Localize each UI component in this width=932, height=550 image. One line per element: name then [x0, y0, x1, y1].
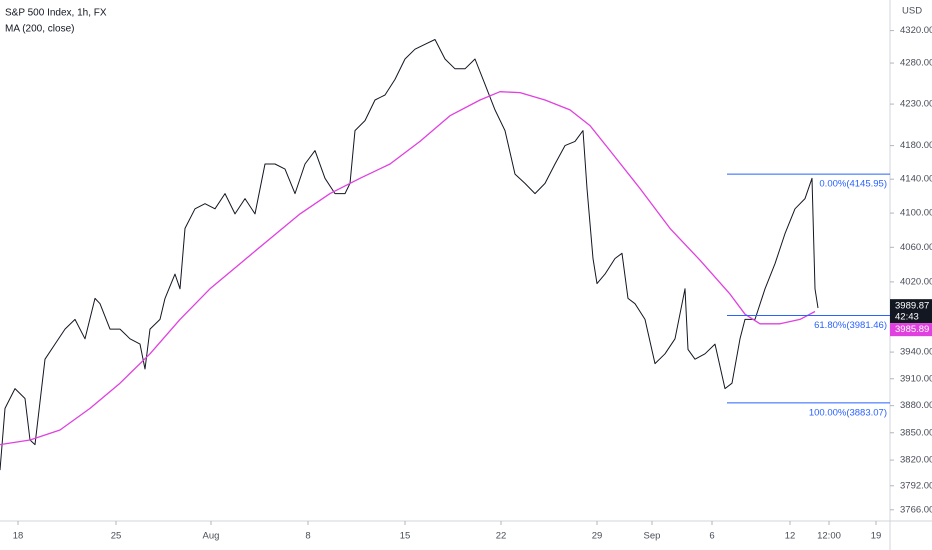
x-tick-label: 8 — [305, 531, 310, 542]
y-tick-label: 4140.00 — [900, 174, 932, 185]
y-tick-label: 3792.00 — [900, 480, 932, 491]
fib-label: 100.00%(3883.07) — [809, 407, 887, 418]
x-tick-label: 22 — [496, 531, 507, 542]
y-tick-label: 3910.00 — [900, 373, 932, 384]
x-tick-label: 25 — [111, 531, 122, 542]
axis-unit: USD — [902, 6, 922, 17]
x-tick-label: Aug — [203, 531, 220, 542]
y-tick-label: 3820.00 — [900, 455, 932, 466]
y-tick-label: 4020.00 — [900, 276, 932, 287]
y-tick-label: 3766.00 — [900, 504, 932, 515]
countdown-label: 42:43 — [895, 312, 919, 323]
fib-label: 61.80%(3981.46) — [814, 320, 887, 331]
x-tick-label: 15 — [400, 531, 411, 542]
x-tick-label: 12 — [785, 531, 796, 542]
fib-label: 0.00%(4145.95) — [819, 179, 887, 190]
y-tick-label: 4060.00 — [900, 242, 932, 253]
ma-last-box — [890, 323, 932, 337]
price-line — [0, 39, 819, 471]
x-tick-label: 12:00 — [817, 531, 841, 542]
y-tick-label: 3940.00 — [900, 347, 932, 358]
x-tick-label: 6 — [709, 531, 714, 542]
y-tick-label: 4180.00 — [900, 140, 932, 151]
y-tick-label: 4230.00 — [900, 99, 932, 110]
last-price-label: 3989.87 — [895, 301, 929, 312]
x-tick-label: Sep — [644, 531, 661, 542]
x-tick-label: 29 — [592, 531, 603, 542]
last-price-box — [890, 299, 932, 324]
y-tick-label: 4280.00 — [900, 58, 932, 69]
y-tick-label: 3850.00 — [900, 427, 932, 438]
y-tick-label: 3880.00 — [900, 400, 932, 411]
ma-line — [0, 91, 816, 446]
series-name: S&P 500 Index, 1h, FX — [5, 8, 107, 19]
indicator-name: MA (200, close) — [5, 24, 74, 35]
y-tick-label: 4320.00 — [900, 25, 932, 36]
x-tick-label: 19 — [871, 531, 882, 542]
y-tick-label: 4100.00 — [900, 208, 932, 219]
ma-last-label: 3985.89 — [895, 324, 929, 335]
x-tick-label: 18 — [13, 531, 24, 542]
